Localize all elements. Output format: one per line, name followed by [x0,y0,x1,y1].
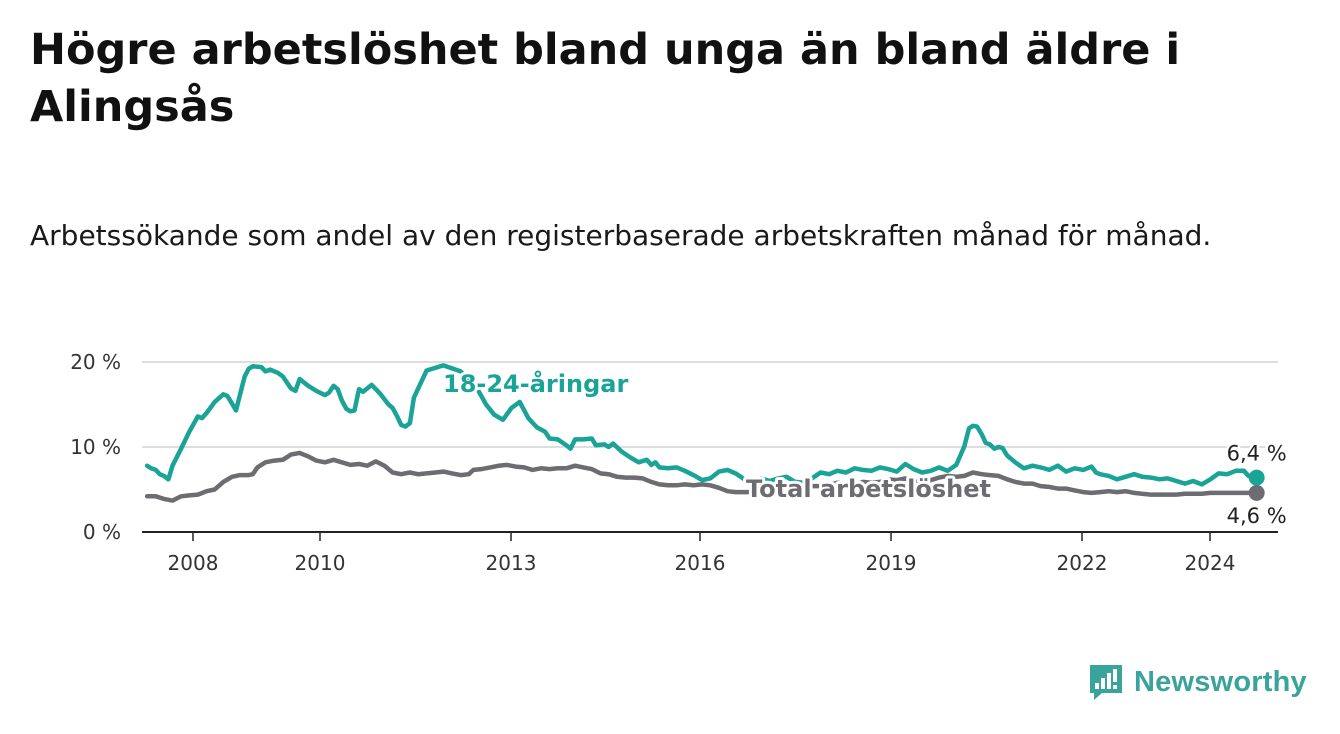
x-axis-ticks: 2008 2010 2013 2016 2019 2022 2024 [168,532,1236,575]
end-point-youth [1248,469,1265,486]
series-line-total [144,450,1259,503]
series-line-youth [144,363,1259,487]
line-chart: 0 % 10 % 20 % 2008 2010 2013 2016 2019 2022 2024… [70,350,1289,575]
x-tick-label: 2024 [1185,551,1236,575]
x-tick-label: 2022 [1057,551,1108,575]
y-axis-ticks: 0 % 10 % 20 % [70,350,121,544]
y-tick-label: 0 % [83,520,121,544]
x-tick-label: 2010 [295,551,346,575]
end-value-total: 4,6 % [1227,504,1287,528]
x-tick-label: 2019 [866,551,917,575]
end-value-youth: 6,4 % [1227,442,1287,466]
brand-name: Newsworthy [1134,665,1307,698]
series-label-youth: 18-24-åringar [443,369,628,398]
series-label-total: Total arbetslöshet [746,475,991,503]
series-labels: 18-24-åringar Total arbetslöshet 6,4 % 4,6 … [440,366,1289,530]
y-tick-label: 10 % [70,435,121,459]
gridlines [142,361,1278,533]
x-tick-label: 2008 [168,551,219,575]
chart-subtitle: Arbetssökande som andel av den registerb… [30,219,1212,252]
series-lines [144,363,1265,503]
newsworthy-logo-icon [1090,665,1122,700]
y-tick-label: 20 % [70,350,121,374]
newsworthy-brand: Newsworthy [1088,660,1307,704]
end-point-total [1248,484,1265,501]
chart-title: Högre arbetslöshet bland unga än bland ä… [30,25,1181,132]
x-tick-label: 2013 [486,551,537,575]
x-tick-label: 2016 [675,551,726,575]
